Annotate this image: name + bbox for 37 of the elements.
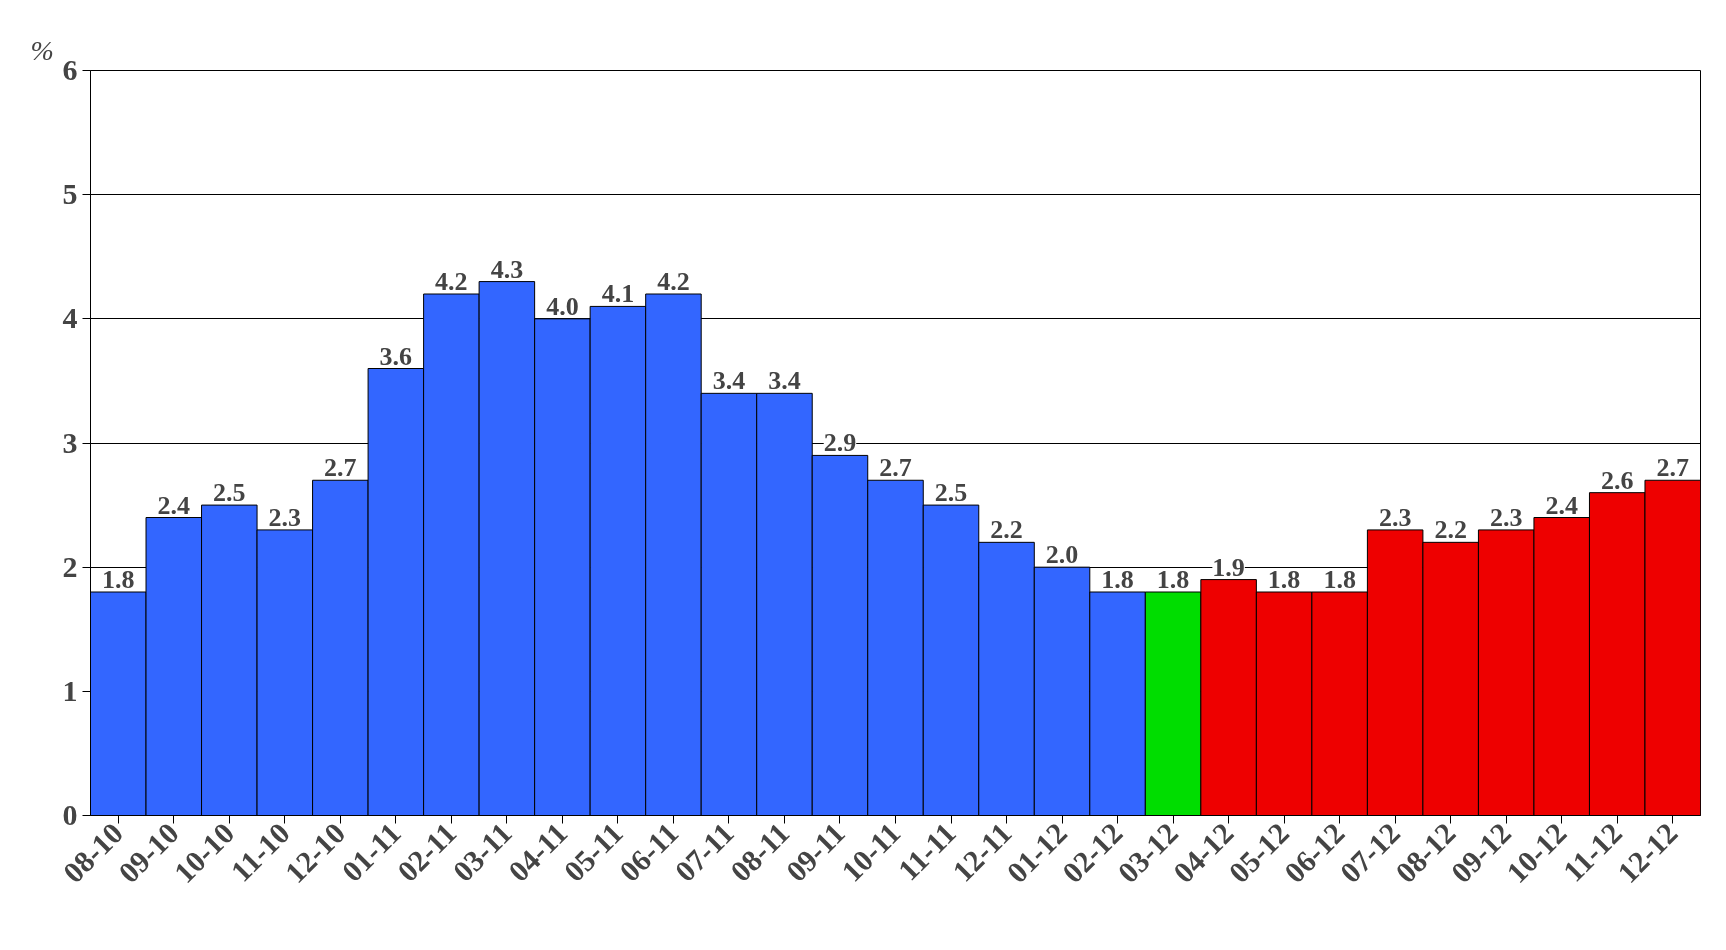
data-label: 2.3 <box>268 502 302 532</box>
data-label: 1.8 <box>102 565 135 594</box>
data-label: 1.8 <box>1267 565 1301 594</box>
data-label: 1.9 <box>1212 552 1245 582</box>
data-label: 2.4 <box>157 490 191 520</box>
y-tick-label: 5 <box>62 177 78 211</box>
y-tick-label: 2 <box>62 549 78 583</box>
data-label: 2.3 <box>1489 502 1523 532</box>
data-label: 4.1 <box>601 279 635 309</box>
data-label: 2.7 <box>879 453 912 483</box>
data-label: 2.0 <box>1045 540 1079 570</box>
y-tick-label: 3 <box>62 425 78 459</box>
y-tick-label: 4 <box>62 301 78 335</box>
data-label: 3.4 <box>768 366 801 396</box>
y-tick-label: 0 <box>62 798 78 831</box>
data-label: 3.4 <box>712 366 746 396</box>
data-label: 2.2 <box>990 515 1023 545</box>
data-label: 1.8 <box>1323 565 1356 594</box>
data-label: 2.2 <box>1434 515 1467 545</box>
y-tick-label: 1 <box>62 673 78 707</box>
data-label: 2.5 <box>934 478 968 508</box>
data-label: 2.4 <box>1545 490 1578 520</box>
y-tick-label: 6 <box>62 53 78 86</box>
data-label: 2.7 <box>324 453 357 483</box>
data-label: 1.8 <box>1101 565 1134 594</box>
data-label: 3.6 <box>379 341 413 371</box>
data-label: 2.7 <box>1656 453 1689 483</box>
data-label: 2.6 <box>1600 465 1634 495</box>
data-label: 4.2 <box>435 267 468 296</box>
data-label: 2.9 <box>823 428 857 458</box>
data-label: 1.8 <box>1156 565 1190 594</box>
data-label: 2.5 <box>213 478 246 508</box>
data-label: 2.3 <box>1378 502 1412 532</box>
data-label: 4.0 <box>546 291 579 321</box>
data-label: 4.2 <box>657 267 690 296</box>
data-label: 4.3 <box>490 254 524 284</box>
y-axis-title: % <box>30 34 54 66</box>
